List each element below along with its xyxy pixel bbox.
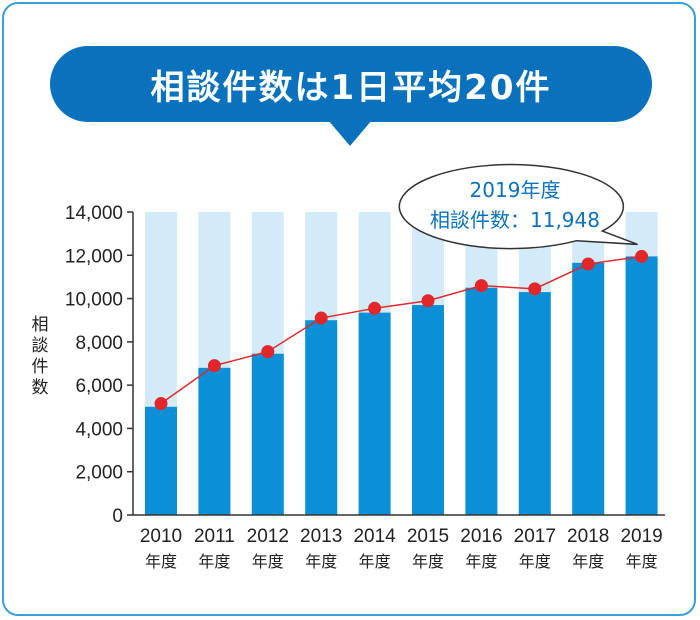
x-tick-label: 2013 <box>300 526 342 547</box>
x-tick-label: 2011 <box>194 526 235 547</box>
bar-series <box>145 256 658 515</box>
bar-2016 <box>465 287 498 515</box>
x-tick-sublabel: 年度 <box>626 552 658 571</box>
x-tick-sublabel: 年度 <box>198 552 230 571</box>
y-axis-label-char: 数 <box>32 378 49 398</box>
y-tick-label: 10,000 <box>65 290 123 311</box>
y-tick-label: 14,000 <box>65 203 123 224</box>
bar-2017 <box>518 292 551 515</box>
x-tick-sublabel: 年度 <box>412 552 444 571</box>
callout-year: 2019年度 <box>470 178 561 202</box>
trend-line <box>160 255 642 405</box>
x-tick-sublabel: 年度 <box>305 552 337 571</box>
bar-2019 <box>625 256 658 515</box>
callout-shape <box>398 163 638 250</box>
x-tick-sublabel: 年度 <box>465 552 497 571</box>
marker-2012 <box>261 345 275 359</box>
y-tick-label: 6,000 <box>75 376 123 397</box>
marker-2017 <box>528 282 542 296</box>
bar-2012 <box>251 353 284 515</box>
y-tick-label: 4,000 <box>75 419 123 440</box>
y-axis-label-char: 件 <box>32 357 49 377</box>
x-tick-label: 2019 <box>620 526 662 547</box>
x-tick-label: 2015 <box>407 526 449 547</box>
marker-2018 <box>581 257 595 271</box>
marker-2015 <box>421 294 435 308</box>
y-tick-label: 2,000 <box>75 463 123 484</box>
y-axis-label-char: 相 <box>32 315 49 335</box>
x-tick-sublabel: 年度 <box>359 552 391 571</box>
axes <box>132 212 665 516</box>
marker-2010 <box>154 397 168 411</box>
x-tick-label: 2010 <box>140 526 182 547</box>
x-tick-sublabel: 年度 <box>519 552 551 571</box>
marker-2011 <box>207 359 221 373</box>
x-tick-label: 2018 <box>567 526 609 547</box>
x-tick-labels: 2010 年度 2011 年度 2012 年度 2013 年度 2014 年度 2015 年度 2016… <box>140 526 663 571</box>
bar-2013 <box>305 320 338 515</box>
x-tick-label: 2012 <box>247 526 289 547</box>
x-tick-label: 2016 <box>460 526 502 547</box>
bar-2010 <box>145 406 177 515</box>
bar-2018 <box>572 262 605 515</box>
y-tick-label: 8,000 <box>75 333 123 354</box>
banner-title: 相談件数は1日平均20件 <box>150 67 552 108</box>
x-tick-sublabel: 年度 <box>572 552 604 571</box>
marker-2013 <box>314 311 328 325</box>
callout-bubble: 2019年度 相談件数：11,948 <box>398 163 638 250</box>
trend-line-series <box>154 249 649 411</box>
marker-2019 <box>635 249 649 263</box>
x-tick-label: 2017 <box>514 526 556 547</box>
bar-2014 <box>358 312 391 515</box>
y-axis-label: 相談件数 <box>32 315 49 398</box>
title-banner: 相談件数は1日平均20件 <box>50 46 652 122</box>
x-tick-label: 2014 <box>353 526 396 547</box>
banner-pointer <box>328 120 372 146</box>
bar-2015 <box>412 305 444 515</box>
marker-2016 <box>474 279 488 293</box>
x-tick-sublabel: 年度 <box>252 552 284 571</box>
y-tick-label: 0 <box>112 506 123 527</box>
callout-count: 相談件数：11,948 <box>430 208 600 232</box>
x-tick-sublabel: 年度 <box>145 552 177 571</box>
y-tick-labels: 0 2,000 4,000 6,000 8,000 10,000 12,000 14,000 <box>65 203 133 527</box>
y-tick-label: 12,000 <box>65 246 123 267</box>
bar-2011 <box>198 367 231 515</box>
marker-2014 <box>368 301 382 315</box>
y-axis-label-char: 談 <box>32 336 49 356</box>
